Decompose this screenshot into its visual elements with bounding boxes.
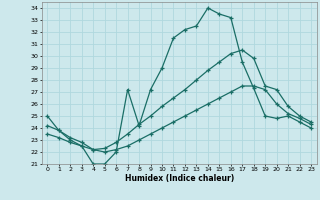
X-axis label: Humidex (Indice chaleur): Humidex (Indice chaleur) bbox=[124, 174, 234, 183]
